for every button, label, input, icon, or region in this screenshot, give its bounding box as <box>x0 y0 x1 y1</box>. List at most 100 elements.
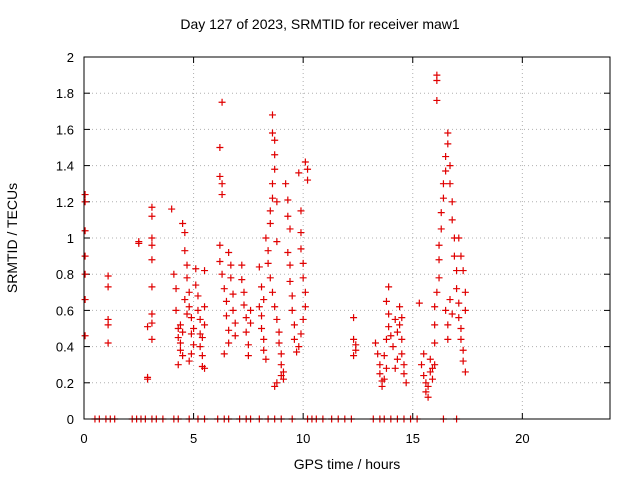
data-point <box>284 196 292 204</box>
data-point <box>268 180 276 188</box>
data-point <box>299 274 307 282</box>
data-point <box>459 346 467 354</box>
data-point <box>220 350 228 358</box>
data-point <box>144 323 152 331</box>
data-point <box>433 288 441 296</box>
data-point <box>258 325 266 332</box>
data-point <box>297 207 305 215</box>
data-point <box>446 296 454 304</box>
data-point <box>183 261 191 269</box>
data-point <box>81 227 89 235</box>
data-point <box>442 167 450 175</box>
y-tick-label: 0.6 <box>56 303 74 318</box>
data-point <box>380 375 388 383</box>
data-point <box>179 220 187 228</box>
data-point <box>444 321 452 329</box>
data-point <box>231 332 239 340</box>
data-point <box>428 375 436 383</box>
data-point <box>201 321 209 329</box>
data-point <box>378 382 386 390</box>
data-point <box>448 216 456 224</box>
data-point <box>185 303 193 311</box>
data-point <box>194 306 202 314</box>
data-point <box>185 288 193 296</box>
data-point <box>201 303 209 311</box>
data-point <box>418 361 426 369</box>
data-point <box>220 285 228 293</box>
data-point <box>273 238 281 246</box>
data-point <box>148 241 156 249</box>
data-point <box>176 339 184 347</box>
data-point <box>376 370 384 378</box>
data-point <box>148 335 156 343</box>
data-point <box>371 339 379 347</box>
data-point <box>266 207 274 215</box>
data-point <box>295 169 303 177</box>
data-point <box>135 239 143 247</box>
data-point <box>273 379 281 387</box>
data-point <box>435 256 443 264</box>
data-point <box>290 335 298 343</box>
data-point <box>240 288 248 296</box>
data-point <box>431 361 439 369</box>
data-point <box>216 172 224 180</box>
data-point <box>187 330 195 338</box>
data-point <box>290 321 298 329</box>
data-point <box>271 382 279 390</box>
data-point <box>426 368 434 376</box>
data-point <box>229 290 237 298</box>
data-point <box>385 283 393 291</box>
data-point <box>398 350 406 358</box>
data-point <box>148 283 156 291</box>
data-point <box>446 162 454 170</box>
data-point <box>176 321 184 329</box>
y-tick-label: 1.2 <box>56 195 74 210</box>
data-point <box>81 270 89 278</box>
data-point <box>247 306 255 314</box>
y-tick-label: 2 <box>67 50 74 65</box>
y-tick-label: 1 <box>67 231 74 246</box>
data-point <box>393 328 401 336</box>
data-point <box>398 335 406 343</box>
data-point <box>225 326 233 334</box>
x-tick-label: 15 <box>406 431 420 446</box>
data-point <box>455 314 463 322</box>
data-point <box>242 314 250 322</box>
data-point <box>424 393 432 401</box>
data-point <box>380 352 388 360</box>
data-point <box>216 241 224 249</box>
data-point <box>238 276 246 284</box>
data-point <box>286 225 294 233</box>
y-tick-label: 1.6 <box>56 122 74 137</box>
data-point <box>277 361 285 369</box>
data-point <box>258 283 266 291</box>
y-tick-label: 0.8 <box>56 267 74 282</box>
data-point <box>376 361 384 369</box>
data-point <box>196 343 204 351</box>
data-point <box>304 176 312 184</box>
data-point <box>218 98 226 106</box>
data-point <box>442 153 450 161</box>
data-point <box>148 319 156 327</box>
data-point <box>279 368 287 376</box>
data-point <box>301 158 309 166</box>
data-point <box>196 330 204 338</box>
data-point <box>216 144 224 151</box>
data-point <box>262 355 270 363</box>
data-point <box>459 267 467 275</box>
data-point <box>218 180 226 188</box>
data-point <box>198 352 206 360</box>
data-point <box>148 234 156 242</box>
data-point <box>433 96 441 104</box>
data-point <box>442 306 450 314</box>
data-point <box>277 350 285 358</box>
data-point <box>457 252 465 260</box>
data-point <box>277 372 285 380</box>
data-point <box>148 310 156 318</box>
data-point <box>185 357 193 365</box>
data-point <box>273 198 281 206</box>
data-point <box>181 229 189 237</box>
data-point <box>382 364 390 372</box>
data-point <box>268 194 276 202</box>
data-point <box>255 263 263 271</box>
